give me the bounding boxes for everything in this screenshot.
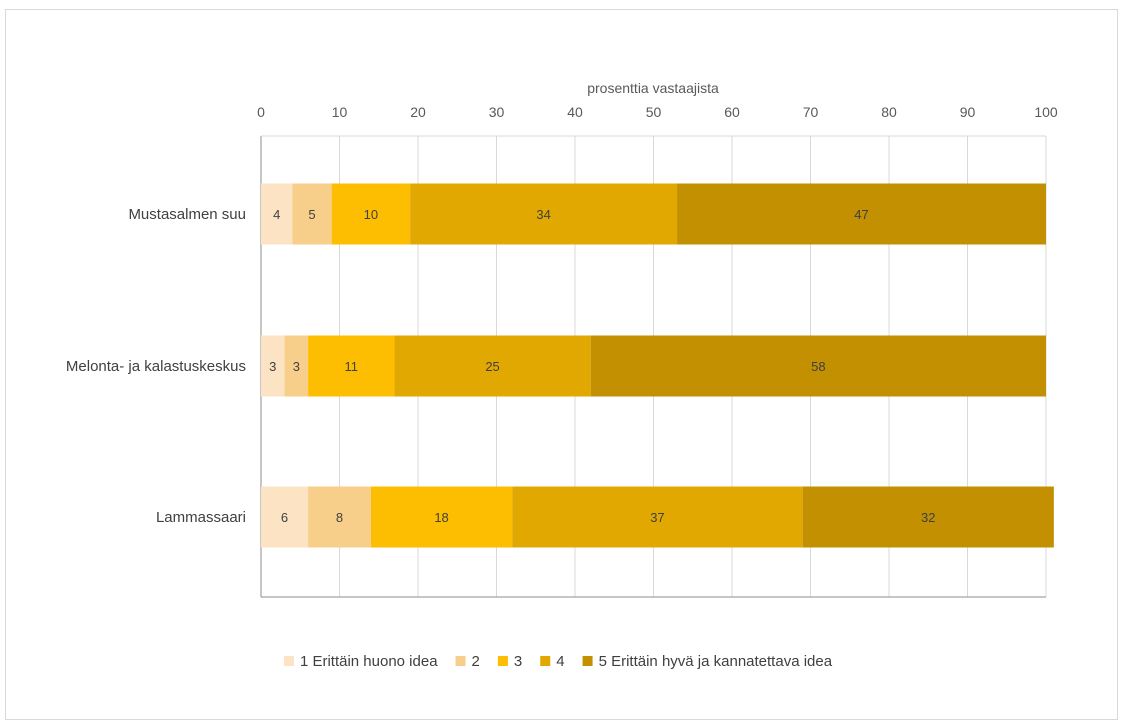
legend-label: 2 bbox=[472, 653, 480, 670]
bar-segment bbox=[308, 486, 371, 548]
data-label: 4 bbox=[273, 207, 280, 222]
x-tick-label-100: 100 bbox=[1034, 104, 1058, 120]
bars: 4 5 10 34 47 3 3 11 25 58 6 8 18 37 32 bbox=[261, 183, 1054, 548]
stacked-bar-chart: prosenttia vastaajista 0 10 20 30 40 50 60 70 80… bbox=[66, 80, 1058, 670]
data-label: 6 bbox=[281, 510, 288, 525]
chart-area: prosenttia vastaajista 0 10 20 30 40 50 60 70 80… bbox=[5, 9, 1118, 720]
data-label: 34 bbox=[536, 207, 550, 222]
category-labels: Mustasalmen suu Melonta- ja kalastuskesku… bbox=[66, 206, 246, 526]
legend-swatch bbox=[497, 656, 508, 666]
bar-segment bbox=[590, 335, 1046, 397]
legend-label: 4 bbox=[556, 653, 564, 670]
bar-segment bbox=[370, 486, 513, 548]
legend-label: 3 bbox=[514, 653, 522, 670]
bar-segment bbox=[261, 183, 293, 245]
bar-segment bbox=[261, 486, 309, 548]
category-label: Mustasalmen suu bbox=[128, 206, 246, 223]
x-tick-label-90: 90 bbox=[960, 104, 976, 120]
data-label: 18 bbox=[434, 510, 448, 525]
legend-label: 1 Erittäin huono idea bbox=[300, 653, 438, 670]
bar-segment bbox=[512, 486, 803, 548]
data-label: 3 bbox=[269, 359, 276, 374]
bar-segment bbox=[410, 183, 678, 245]
bar-segment bbox=[261, 335, 285, 397]
category-label: Melonta- ja kalastuskeskus bbox=[66, 358, 246, 375]
bar-segment bbox=[677, 183, 1046, 245]
data-label: 8 bbox=[336, 510, 343, 525]
bar-segment bbox=[292, 183, 332, 245]
legend-label: 5 Erittäin hyvä ja kannatettava idea bbox=[599, 653, 833, 670]
legend-swatch bbox=[540, 656, 551, 666]
bar-segment bbox=[308, 335, 395, 397]
x-tick-label-0: 0 bbox=[257, 104, 265, 120]
data-label: 37 bbox=[650, 510, 664, 525]
x-tick-label-40: 40 bbox=[567, 104, 583, 120]
category-label: Lammassaari bbox=[156, 509, 246, 526]
x-axis-ticks: 0 10 20 30 40 50 60 70 80 90 100 bbox=[257, 104, 1058, 120]
data-label: 5 bbox=[308, 207, 315, 222]
x-axis-title: prosenttia vastaajista bbox=[587, 80, 719, 96]
x-tick-label-20: 20 bbox=[410, 104, 426, 120]
x-tick-label-60: 60 bbox=[724, 104, 740, 120]
bar-segment bbox=[284, 335, 309, 397]
x-tick-label-70: 70 bbox=[803, 104, 819, 120]
bar-segment bbox=[802, 486, 1054, 548]
x-tick-label-50: 50 bbox=[646, 104, 662, 120]
x-tick-label-10: 10 bbox=[332, 104, 348, 120]
data-label: 47 bbox=[854, 207, 868, 222]
data-label: 3 bbox=[293, 359, 300, 374]
data-label: 11 bbox=[345, 359, 359, 374]
bar-segment bbox=[331, 183, 411, 245]
data-label: 25 bbox=[485, 359, 499, 374]
legend: 1 Erittäin huono idea 2 3 4 5 Erittäin hyvä … bbox=[283, 653, 833, 670]
data-label: 32 bbox=[921, 510, 935, 525]
legend-swatch bbox=[455, 656, 466, 666]
x-tick-label-30: 30 bbox=[489, 104, 505, 120]
data-label: 58 bbox=[811, 359, 825, 374]
legend-swatch bbox=[582, 656, 593, 666]
bar-segment bbox=[394, 335, 591, 397]
legend-swatch bbox=[283, 656, 294, 666]
data-label: 10 bbox=[364, 207, 378, 222]
x-tick-label-80: 80 bbox=[881, 104, 897, 120]
